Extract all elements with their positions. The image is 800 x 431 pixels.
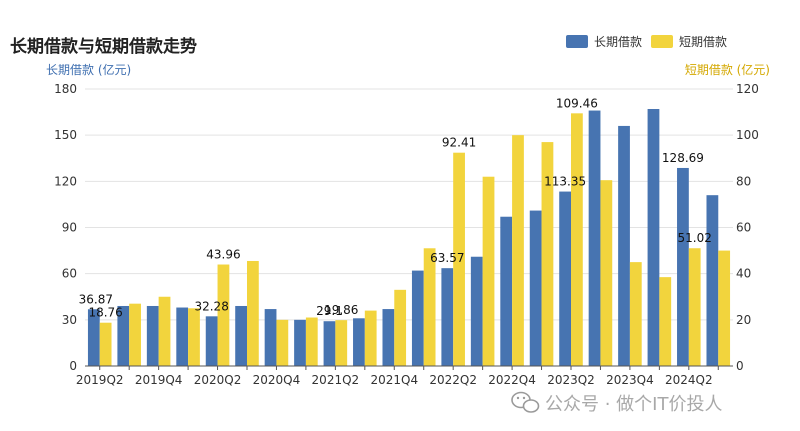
y-left-tick-label: 30	[62, 313, 77, 327]
bar-short-term	[482, 176, 495, 366]
chart-title: 长期借款与短期借款走势	[10, 36, 197, 57]
x-tick-label: 2023Q4	[606, 373, 654, 387]
data-label-short-term: 18.76	[88, 306, 122, 320]
bar-short-term	[247, 260, 259, 366]
legend-label-short-term: 短期借款	[679, 35, 727, 49]
bar-long-term	[677, 167, 689, 366]
x-tick-label: 2020Q4	[253, 373, 301, 387]
x-axis: 2019Q2 2019Q4 2020Q2 2020Q4 2021Q2 2021Q4 2022…	[76, 365, 733, 387]
data-label-short-term: 19.86	[324, 303, 358, 317]
x-tick-label: 2022Q2	[429, 373, 477, 387]
y-right-tick-label: 20	[736, 313, 751, 327]
y-right-tick-label: 0	[736, 359, 744, 373]
bar-short-term	[129, 303, 141, 366]
bar-long-term	[264, 309, 277, 366]
x-tick-label: 2020Q2	[194, 373, 242, 387]
bar-long-term	[87, 309, 100, 366]
data-label-long-term: 29.1	[316, 304, 343, 318]
bar-short-term	[423, 248, 436, 366]
bar-short-term	[305, 317, 318, 366]
y-left-tick-label: 180	[54, 82, 77, 96]
bar-long-term	[706, 195, 719, 366]
y-right-tick-label: 100	[736, 128, 759, 142]
bar-long-term	[176, 307, 189, 366]
bar-short-term	[217, 264, 230, 366]
bar-long-term	[146, 305, 159, 366]
bar-long-term	[294, 319, 306, 366]
x-tick-label: 2021Q2	[312, 373, 360, 387]
y-axis-left-ticks: 0 30 60 90 120 150 180	[54, 82, 77, 373]
y-right-tick-label: 60	[736, 221, 751, 235]
bar-long-term	[618, 125, 630, 366]
y-axis-left-title: 长期借款 (亿元)	[46, 62, 131, 77]
bar-short-term	[512, 135, 524, 366]
data-label-short-term: 109.46	[556, 96, 598, 110]
bar-short-term	[158, 296, 171, 366]
bar-long-term	[382, 309, 395, 366]
data-label-short-term: 51.02	[678, 231, 712, 245]
bar-long-term	[205, 316, 218, 366]
watermark-text: 公众号 · 做个IT价投人	[545, 394, 722, 415]
bar-long-term	[323, 321, 336, 366]
data-label-long-term: 63.57	[430, 251, 464, 265]
y-right-tick-label: 80	[736, 174, 751, 188]
y-left-tick-label: 0	[69, 359, 77, 373]
bar-long-term	[235, 305, 247, 366]
bar-short-term	[453, 152, 465, 366]
data-label-long-term: 113.35	[544, 175, 586, 189]
y-axis-right-title: 短期借款 (亿元)	[685, 62, 770, 77]
bar-long-term	[588, 110, 601, 367]
data-label-long-term: 128.69	[662, 151, 704, 165]
data-label-long-term: 32.28	[194, 299, 228, 313]
bar-long-term	[529, 210, 542, 366]
bar-series	[87, 109, 731, 367]
bar-short-term	[541, 142, 554, 366]
watermark: 公众号 · 做个IT价投人	[511, 391, 722, 415]
bar-short-term	[99, 322, 112, 366]
bar-long-term	[441, 268, 454, 366]
data-label-long-term: 36.87	[79, 292, 113, 306]
y-right-tick-label: 120	[736, 82, 759, 96]
bar-short-term	[276, 319, 289, 366]
x-tick-label: 2022Q4	[488, 373, 536, 387]
bar-long-term	[353, 318, 365, 366]
y-right-tick-label: 40	[736, 267, 751, 281]
bar-short-term	[718, 250, 731, 366]
bar-short-term	[394, 289, 407, 366]
data-label-short-term: 92.41	[442, 136, 476, 150]
data-label-short-term: 43.96	[206, 248, 240, 262]
bar-long-term	[411, 270, 424, 366]
wechat-icon	[511, 391, 540, 413]
bar-short-term	[600, 180, 613, 366]
bar-long-term	[559, 191, 571, 366]
bar-short-term	[629, 262, 642, 366]
x-tick-label: 2019Q4	[135, 373, 183, 387]
bar-long-term	[117, 305, 130, 366]
bar-short-term	[188, 308, 200, 366]
bar-short-term	[688, 248, 701, 366]
x-tick-label: 2024Q2	[665, 373, 713, 387]
x-tick-label: 2021Q4	[370, 373, 418, 387]
x-tick-label: 2023Q2	[547, 373, 595, 387]
bar-long-term	[647, 109, 660, 366]
legend-label-long-term: 长期借款	[594, 35, 642, 49]
legend-swatch-short-term	[651, 35, 673, 48]
bar-short-term	[571, 113, 583, 366]
bar-short-term	[335, 320, 348, 366]
y-left-tick-label: 60	[62, 267, 77, 281]
y-left-tick-label: 150	[54, 128, 77, 142]
y-left-tick-label: 90	[62, 221, 77, 235]
y-axis-right-ticks: 0 20 40 60 80 100 120	[736, 82, 759, 373]
legend: 长期借款 短期借款	[566, 35, 727, 49]
bar-short-term	[364, 310, 377, 366]
y-left-tick-label: 120	[54, 174, 77, 188]
bar-long-term	[470, 256, 483, 366]
bar-short-term	[659, 277, 672, 366]
x-tick-label: 2019Q2	[76, 373, 124, 387]
bar-long-term	[500, 216, 513, 366]
legend-swatch-long-term	[566, 35, 588, 48]
